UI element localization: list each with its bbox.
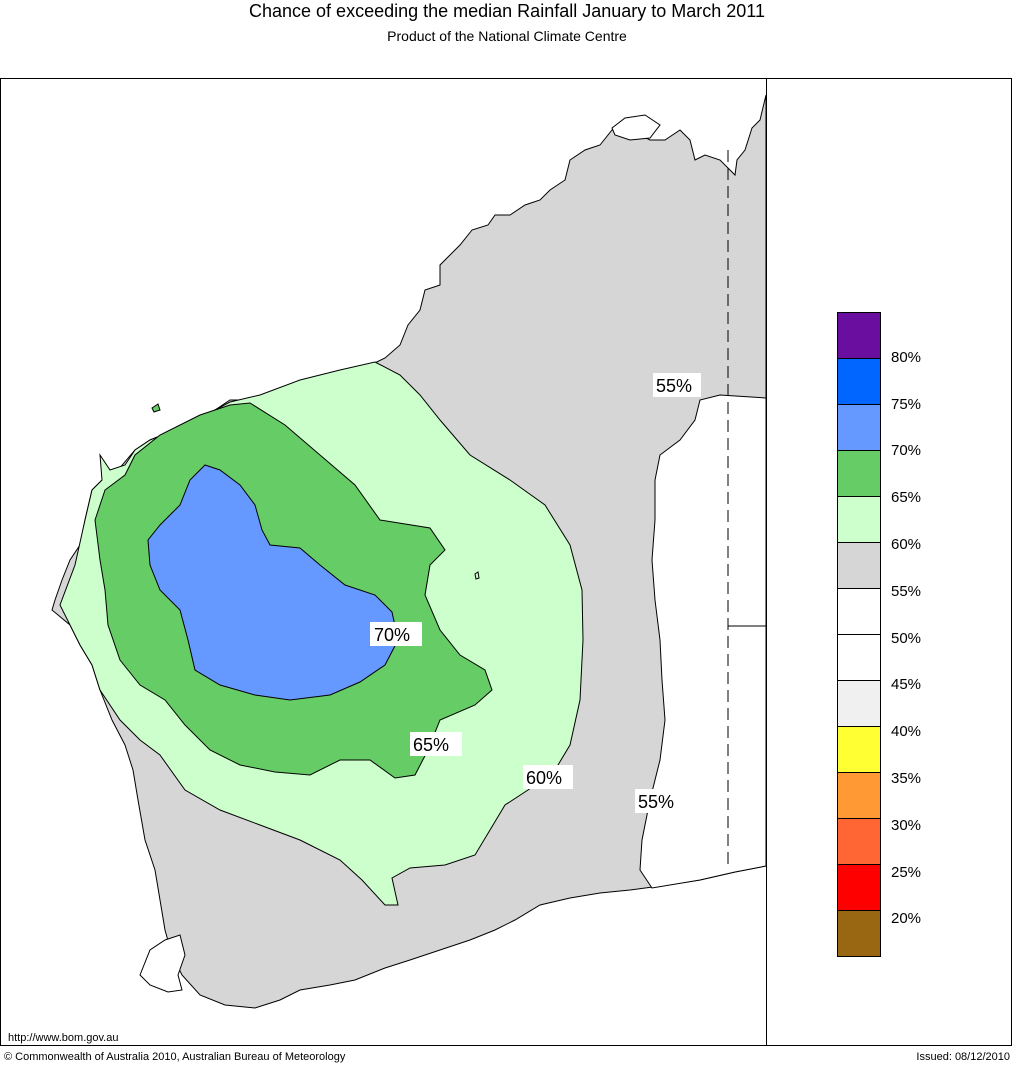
legend-swatch — [837, 497, 881, 543]
legend-tick-label: 25% — [891, 863, 922, 881]
zone-70-75 — [147, 464, 399, 701]
legend-swatch — [837, 589, 881, 635]
legend-tick-label: 80% — [891, 348, 922, 366]
island — [611, 114, 661, 141]
map-legend-divider — [766, 78, 767, 1046]
legend-colorbar — [837, 312, 881, 957]
footer-url[interactable]: http://www.bom.gov.au — [8, 1032, 119, 1044]
map-subtitle: Product of the National Climate Centre — [387, 28, 627, 44]
legend-tick-label: 60% — [891, 536, 922, 553]
legend-swatch — [837, 727, 881, 773]
legend-tick-label: 55% — [891, 582, 922, 600]
legend-swatch — [837, 451, 881, 497]
legend-tick-label: 40% — [891, 723, 922, 741]
legend-swatch — [837, 681, 881, 727]
island — [151, 403, 161, 413]
legend-tick-label: 65% — [891, 489, 922, 507]
legend-tick-label: 20% — [891, 910, 922, 928]
legend-swatch — [837, 911, 881, 957]
legend-swatch — [837, 359, 881, 405]
legend-swatch — [837, 773, 881, 819]
zone-50-55-east — [639, 394, 766, 889]
legend-swatch — [837, 635, 881, 681]
footer-issued-date: Issued: 08/12/2010 — [916, 1051, 1010, 1063]
map-title: Chance of exceeding the median Rainfall … — [249, 1, 765, 21]
footer-copyright: © Commonwealth of Australia 2010, Austra… — [4, 1051, 346, 1063]
island — [474, 571, 480, 580]
legend-tick-label: 50% — [891, 629, 922, 647]
map-frame — [0, 78, 1012, 1046]
legend-tick-label: 45% — [891, 676, 922, 694]
legend-tick-label: 70% — [891, 442, 922, 460]
legend-tick-label: 30% — [891, 816, 922, 834]
legend-swatch — [837, 819, 881, 865]
legend-swatch — [837, 865, 881, 911]
legend-swatch — [837, 543, 881, 589]
legend-tick-label: 35% — [891, 770, 922, 787]
zone-50-55-southwest — [139, 934, 186, 993]
legend-swatch — [837, 405, 881, 451]
legend-tick-label: 75% — [891, 395, 922, 413]
legend-swatch — [837, 312, 881, 359]
